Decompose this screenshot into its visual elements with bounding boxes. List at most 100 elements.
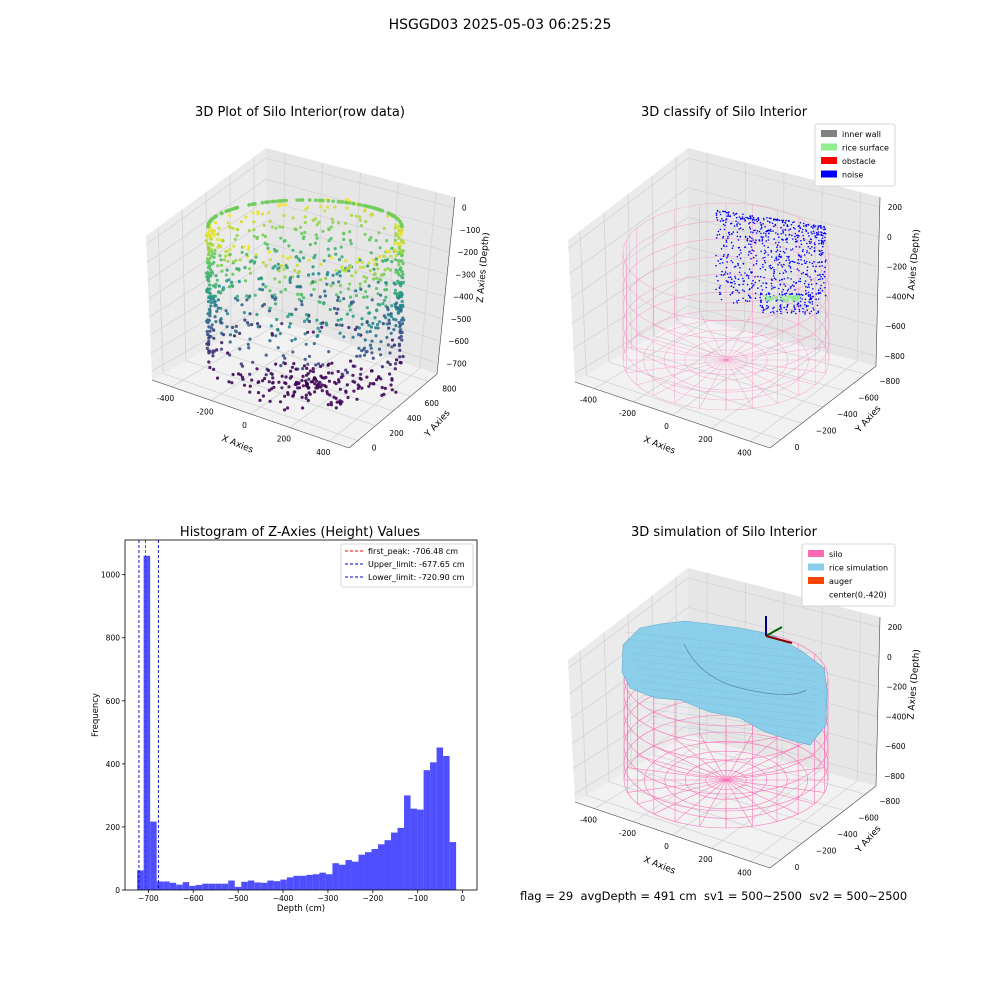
noise-point [718, 287, 721, 289]
noise-point [748, 251, 750, 253]
histogram-bar [202, 883, 209, 890]
data-point [330, 256, 334, 260]
y-tick-label: −600 [858, 394, 879, 403]
data-point [351, 314, 355, 318]
noise-point [729, 276, 732, 279]
data-point [207, 360, 211, 364]
noise-point [744, 246, 746, 249]
data-point [233, 296, 238, 300]
data-point [385, 239, 389, 243]
legend-label: auger [829, 577, 853, 586]
data-point [210, 323, 214, 327]
data-point [296, 381, 300, 385]
legend-label: first_peak: -706.48 cm [368, 547, 458, 556]
noise-point [763, 219, 765, 221]
noise-point [808, 240, 811, 243]
data-point [400, 270, 404, 274]
data-point [207, 325, 211, 329]
noise-point [727, 213, 730, 216]
noise-point [788, 220, 791, 222]
noise-point [719, 293, 722, 295]
data-point [290, 365, 294, 369]
gridline [603, 632, 610, 782]
data-point [280, 322, 284, 326]
data-point [363, 280, 367, 284]
silo-spoke [725, 733, 753, 781]
noise-point [739, 257, 742, 260]
noise-point [799, 226, 801, 228]
data-point [281, 354, 285, 358]
data-point [228, 247, 232, 251]
noise-point [764, 225, 766, 228]
gridline [289, 356, 386, 428]
data-point [270, 225, 274, 229]
noise-point [791, 221, 794, 224]
noise-point [789, 266, 791, 268]
noise-point [785, 292, 788, 295]
data-point [379, 293, 383, 297]
noise-point [742, 283, 744, 286]
noise-point [746, 274, 748, 277]
z-tick-label: −500 [451, 315, 472, 324]
noise-point [749, 217, 752, 220]
data-point [206, 258, 210, 262]
data-point [382, 254, 386, 258]
noise-point [807, 305, 809, 307]
data-point [212, 255, 216, 259]
data-point [306, 330, 310, 334]
noise-point [762, 307, 764, 309]
legend-swatch [821, 157, 837, 164]
data-point [250, 323, 254, 327]
z-tick-label: −600 [885, 322, 906, 331]
data-point [394, 318, 398, 322]
data-point [313, 198, 318, 202]
noise-point [722, 255, 725, 258]
data-point [360, 322, 364, 326]
noise-point [786, 290, 789, 292]
noise-point [761, 289, 764, 291]
noise-point [810, 310, 813, 313]
data-point [397, 236, 401, 240]
noise-point [761, 240, 763, 242]
data-point [370, 351, 374, 355]
noise-point [818, 261, 821, 264]
silo-floor-ring [705, 770, 747, 790]
silo-spoke [699, 733, 727, 781]
data-point [351, 300, 355, 304]
data-point [336, 307, 340, 311]
noise-point [790, 224, 793, 226]
z-tick-label: −800 [884, 772, 905, 781]
data-point [248, 267, 252, 271]
noise-point [821, 249, 823, 252]
noise-point [820, 227, 822, 229]
data-point [347, 325, 351, 330]
data-point [215, 278, 219, 282]
histogram-bar [378, 844, 385, 890]
noise-point [738, 292, 740, 294]
silo-spoke [699, 311, 727, 361]
surface-mesh [650, 722, 816, 746]
histogram-bar [351, 861, 359, 890]
z-tick-label: −600 [885, 742, 906, 751]
x-tick-label: -400 [580, 816, 597, 825]
noise-point [756, 260, 758, 262]
data-point [397, 336, 401, 340]
data-point [402, 241, 406, 245]
noise-point [805, 285, 807, 288]
legend-label: center(0,-420) [829, 591, 887, 600]
noise-point [732, 286, 735, 289]
z-tick-label: 200 [888, 203, 903, 212]
data-point [212, 229, 216, 233]
data-point [230, 381, 234, 385]
data-point [288, 276, 293, 280]
data-point [270, 331, 274, 336]
noise-point [772, 230, 774, 232]
noise-point [820, 254, 822, 257]
noise-point [778, 236, 780, 238]
z-tick-label: 200 [888, 623, 903, 632]
noise-point [747, 254, 750, 256]
noise-point [798, 224, 800, 227]
noise-point [755, 218, 757, 221]
histogram-bar [449, 842, 457, 890]
silo-spoke [725, 779, 778, 822]
